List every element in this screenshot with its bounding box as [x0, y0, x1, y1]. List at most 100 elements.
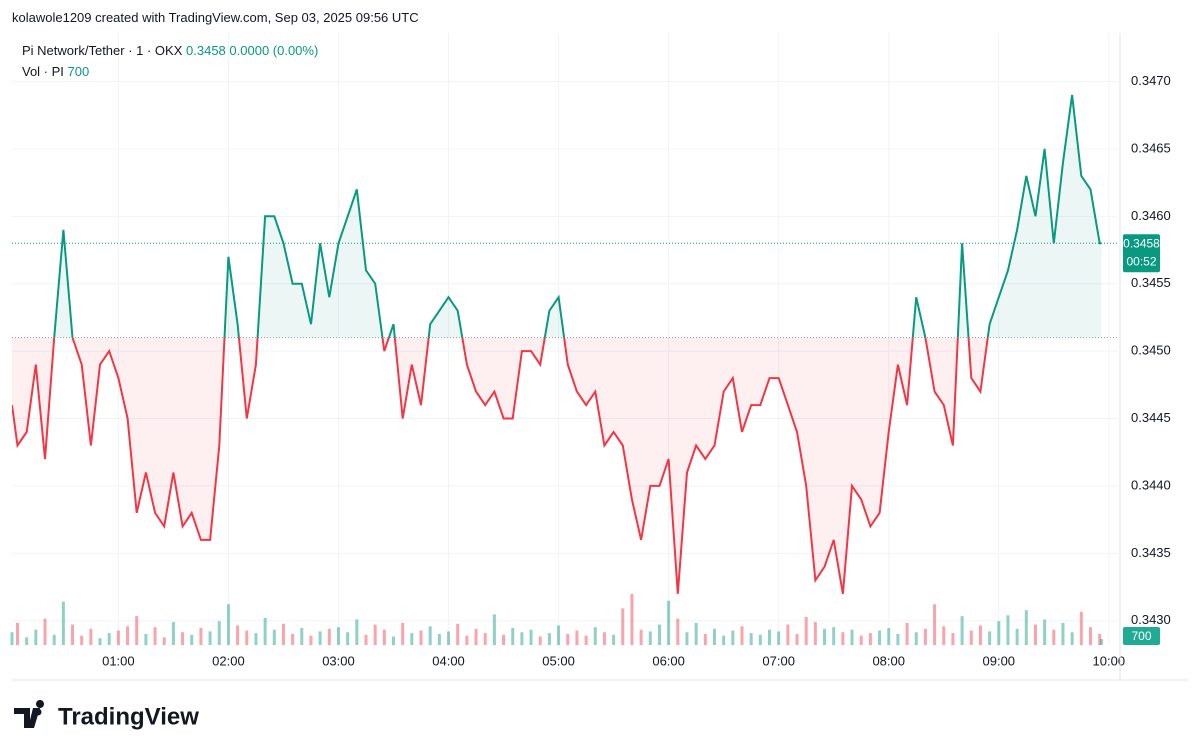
volume-bar	[997, 621, 1001, 645]
volume-bar	[190, 634, 194, 645]
volume-bar	[712, 628, 716, 645]
volume-bar	[281, 623, 285, 645]
price-label: 0.3458	[1123, 236, 1160, 250]
volume-bar	[511, 628, 515, 645]
volume-bar	[905, 622, 909, 645]
volume-bar	[740, 626, 744, 645]
y-tick-label: 0.3435	[1131, 545, 1171, 560]
volume-bar	[758, 634, 762, 645]
y-tick-label: 0.3450	[1131, 343, 1171, 358]
volume-bar	[575, 630, 579, 645]
volume-bar	[960, 616, 964, 645]
y-tick-label: 0.3470	[1131, 73, 1171, 88]
volume-bar	[116, 630, 120, 645]
volume-bar	[630, 594, 634, 645]
countdown: 00:52	[1126, 254, 1156, 268]
volume-bar	[392, 636, 396, 645]
x-tick-label: 04:00	[432, 653, 465, 668]
y-tick-label: 0.3465	[1131, 140, 1171, 155]
volume-bar	[749, 633, 753, 645]
x-tick-label: 01:00	[102, 653, 135, 668]
legend-symbol: Pi Network/Tether · 1 · OKX 0.3458 0.000…	[22, 43, 318, 58]
volume-bar	[199, 628, 203, 645]
volume-bar	[318, 631, 322, 645]
y-tick-label: 0.3440	[1131, 477, 1171, 492]
volume-bar	[969, 630, 973, 645]
y-tick-label: 0.3455	[1131, 275, 1171, 290]
volume-bar	[547, 633, 551, 645]
volume-bar	[685, 632, 689, 645]
volume-bar	[61, 601, 65, 645]
x-tick-label: 02:00	[212, 653, 245, 668]
price-label-box	[1123, 234, 1160, 273]
x-tick-label: 10:00	[1093, 653, 1126, 668]
price-axis	[1120, 33, 1200, 650]
volume-bar	[1015, 628, 1019, 645]
volume-bar	[291, 633, 295, 645]
volume-bar	[43, 618, 47, 645]
volume-bar	[52, 634, 56, 645]
volume-bar	[850, 629, 854, 645]
volume-bar	[1061, 622, 1065, 645]
volume-bar	[878, 630, 882, 645]
volume-bar	[346, 632, 350, 645]
volume-bar	[768, 629, 772, 645]
volume-bar	[336, 627, 340, 645]
x-tick-label: 06:00	[652, 653, 685, 668]
volume-bar	[401, 622, 405, 645]
volume-bar	[126, 626, 130, 645]
volume-bar	[841, 632, 845, 645]
volume-bar	[217, 621, 221, 645]
volume-bar	[162, 637, 166, 645]
volume-bar	[804, 616, 808, 645]
legend-volume: Vol · PI 700	[22, 64, 89, 79]
volume-bar	[327, 628, 331, 645]
volume-bar	[98, 638, 102, 645]
brand: TradingView	[58, 703, 199, 730]
volume-bar	[428, 626, 432, 645]
y-tick-label: 0.3460	[1131, 208, 1171, 223]
volume-bar	[1088, 627, 1092, 645]
volume-bar	[492, 614, 496, 645]
volume-bar	[89, 628, 93, 645]
volume-bar	[657, 624, 661, 645]
x-tick-label: 08:00	[872, 653, 905, 668]
volume-bar	[731, 630, 735, 645]
volume-bar	[722, 635, 726, 645]
volume-bar	[236, 625, 240, 645]
volume-bar	[914, 632, 918, 645]
volume-bar	[10, 632, 14, 645]
volume-bar	[25, 637, 29, 645]
volume-bar	[978, 625, 982, 645]
volume-bar	[474, 628, 478, 645]
volume-bar	[621, 608, 625, 645]
volume-bar	[300, 628, 304, 645]
volume-bar	[942, 626, 946, 645]
volume-bar	[923, 628, 927, 645]
volume-bar	[107, 633, 111, 645]
volume-bar	[1052, 629, 1056, 645]
volume-bar	[263, 617, 267, 645]
volume-bar	[823, 628, 827, 645]
volume-bar	[538, 636, 542, 645]
volume-bar	[988, 631, 992, 645]
logo	[14, 699, 45, 728]
volume-bar	[859, 635, 863, 645]
x-tick-label: 03:00	[322, 653, 355, 668]
y-tick-label: 0.3430	[1131, 612, 1171, 627]
volume-bar	[566, 633, 570, 645]
volume-bar	[16, 622, 20, 645]
volume-bar	[639, 629, 643, 645]
volume-bar	[602, 632, 606, 645]
volume-bar	[419, 630, 423, 645]
attribution: kolawole1209 created with TradingView.co…	[12, 10, 419, 25]
volume-bar	[703, 633, 707, 645]
volume-bar	[777, 631, 781, 645]
volume-bar	[795, 633, 799, 645]
volume-bar	[593, 627, 597, 645]
volume-bar	[1070, 632, 1074, 645]
volume-bar	[887, 628, 891, 645]
volume-bar	[34, 629, 38, 645]
last-price: 0.3458	[186, 43, 226, 58]
